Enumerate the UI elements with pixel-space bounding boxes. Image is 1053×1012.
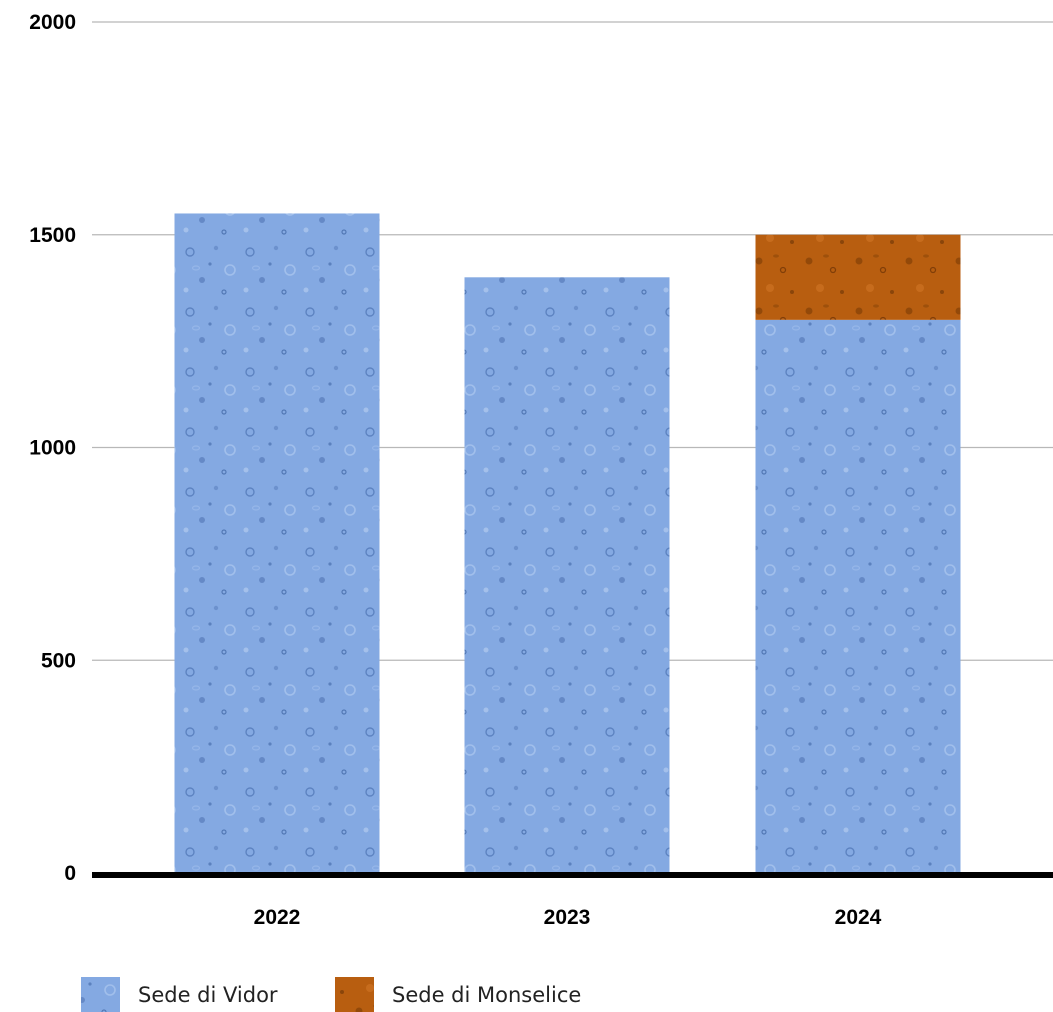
y-tick-label: 500	[41, 649, 76, 672]
y-tick-label: 0	[64, 862, 76, 885]
y-tick-labels: 0 500 1000 1500 2000	[29, 11, 76, 885]
x-tick-label: 2023	[544, 906, 591, 929]
bar-2024-sede-di-monselice	[755, 234, 961, 320]
legend-label: Sede di Vidor	[138, 983, 278, 1007]
bar-2022-sede-di-vidor	[174, 213, 380, 874]
x-tick-labels: 2022 2023 2024	[254, 906, 882, 929]
y-tick-label: 2000	[29, 11, 76, 34]
bar-2024-sede-di-vidor	[755, 319, 961, 874]
bars	[174, 213, 961, 874]
bar-2023-sede-di-vidor	[464, 277, 670, 873]
x-tick-label: 2022	[254, 906, 301, 929]
legend: Sede di Vidor Sede di Monselice	[81, 977, 581, 1012]
x-tick-label: 2024	[835, 906, 882, 929]
y-tick-label: 1000	[29, 437, 76, 460]
legend-label: Sede di Monselice	[392, 983, 581, 1007]
legend-swatch-sede-di-monselice	[335, 977, 374, 1012]
legend-swatch-sede-di-vidor	[81, 977, 120, 1012]
y-tick-label: 1500	[29, 224, 76, 247]
